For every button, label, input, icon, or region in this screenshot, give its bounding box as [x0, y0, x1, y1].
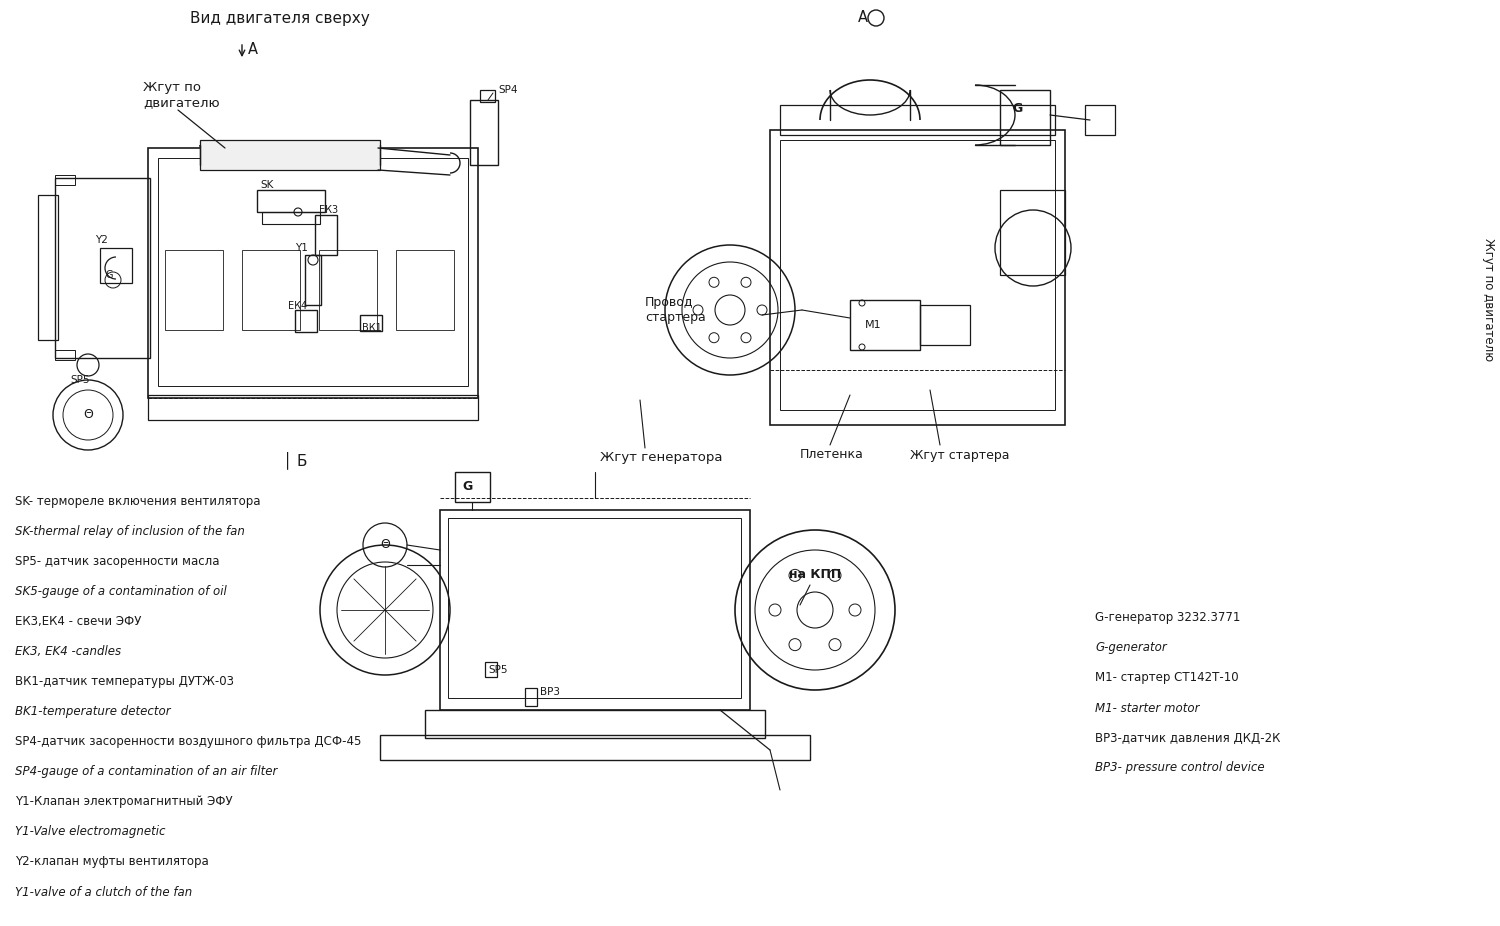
- Text: ВК1: ВК1: [362, 323, 381, 333]
- Text: Θ: Θ: [380, 539, 390, 552]
- Text: Y1: Y1: [296, 243, 307, 253]
- Bar: [454, 472, 490, 502]
- Bar: [158, 158, 468, 386]
- Text: Провод
стартера: Провод стартера: [645, 296, 705, 324]
- Bar: [242, 250, 300, 330]
- Text: ВР3-датчик давления ДКД-2К: ВР3-датчик давления ДКД-2К: [1095, 732, 1281, 745]
- Text: G: G: [462, 481, 472, 494]
- Text: Жгут генератора: Жгут генератора: [600, 452, 723, 465]
- Bar: [480, 90, 495, 102]
- Text: SP4-датчик засоренности воздушного фильтра ДСФ-45: SP4-датчик засоренности воздушного фильт…: [15, 735, 362, 748]
- Text: Вид двигателя сверху: Вид двигателя сверху: [190, 10, 370, 26]
- Text: М1- стартер СТ142Т-10: М1- стартер СТ142Т-10: [1095, 671, 1239, 684]
- Bar: [56, 350, 75, 360]
- Bar: [56, 178, 150, 358]
- Text: G-generator: G-generator: [1095, 642, 1167, 655]
- Bar: [1084, 105, 1114, 135]
- Text: М1: М1: [865, 320, 882, 330]
- Text: SK-thermal relay of inclusion of the fan: SK-thermal relay of inclusion of the fan: [15, 525, 244, 539]
- Text: G-генератор 3232.3771: G-генератор 3232.3771: [1095, 611, 1240, 624]
- Bar: [262, 212, 320, 224]
- Text: Y2-клапан муфты вентилятора: Y2-клапан муфты вентилятора: [15, 856, 208, 869]
- Bar: [100, 248, 132, 283]
- Bar: [440, 510, 750, 710]
- Text: ВР3: ВР3: [540, 687, 560, 697]
- Bar: [320, 250, 376, 330]
- Text: Плетенка: Плетенка: [800, 448, 864, 461]
- Text: ЕК4: ЕК4: [288, 301, 308, 311]
- Bar: [315, 215, 338, 255]
- Text: G: G: [105, 270, 112, 280]
- Text: SP5: SP5: [488, 665, 507, 675]
- Bar: [1000, 90, 1050, 145]
- Bar: [920, 305, 970, 345]
- Text: EK3, EK4 -candles: EK3, EK4 -candles: [15, 645, 122, 658]
- Text: Y1-Valve electromagnetic: Y1-Valve electromagnetic: [15, 825, 165, 839]
- Bar: [470, 100, 498, 165]
- Text: ВК1-датчик температуры ДУТЖ-03: ВК1-датчик температуры ДУТЖ-03: [15, 675, 234, 689]
- Bar: [850, 300, 920, 350]
- Text: Жгут стартера: Жгут стартера: [910, 448, 1010, 461]
- Bar: [525, 688, 537, 706]
- Text: SP4-gauge of a contamination of an air filter: SP4-gauge of a contamination of an air f…: [15, 766, 278, 779]
- Text: BP3- pressure control device: BP3- pressure control device: [1095, 761, 1264, 774]
- Bar: [484, 662, 496, 677]
- Text: SK- термореле включения вентилятора: SK- термореле включения вентилятора: [15, 495, 261, 508]
- Bar: [448, 518, 741, 698]
- Text: ЕК3,ЕК4 - свечи ЭФУ: ЕК3,ЕК4 - свечи ЭФУ: [15, 616, 141, 629]
- Text: Жгут по
двигателю: Жгут по двигателю: [142, 81, 219, 109]
- Bar: [148, 395, 478, 420]
- Text: Y1-valve of a clutch of the fan: Y1-valve of a clutch of the fan: [15, 885, 192, 898]
- Text: SP4: SP4: [498, 85, 517, 95]
- Bar: [165, 250, 224, 330]
- Bar: [1000, 190, 1065, 275]
- Text: SP5: SP5: [70, 375, 90, 385]
- Bar: [780, 105, 1054, 135]
- Text: А: А: [858, 10, 868, 26]
- Bar: [380, 735, 810, 760]
- Bar: [360, 315, 382, 331]
- Text: BK1-temperature detector: BK1-temperature detector: [15, 706, 171, 719]
- Text: Y2: Y2: [94, 235, 108, 245]
- Text: Y1-Клапан электромагнитный ЭФУ: Y1-Клапан электромагнитный ЭФУ: [15, 795, 232, 808]
- Text: SK5-gauge of a contamination of oil: SK5-gauge of a contamination of oil: [15, 585, 226, 598]
- Bar: [296, 310, 316, 332]
- Bar: [770, 130, 1065, 425]
- Text: M1- starter motor: M1- starter motor: [1095, 702, 1200, 715]
- Bar: [780, 140, 1054, 410]
- Text: на КПП: на КПП: [789, 569, 842, 582]
- Bar: [256, 190, 326, 212]
- Text: SP5- датчик засоренности масла: SP5- датчик засоренности масла: [15, 556, 219, 569]
- Text: SK: SK: [260, 180, 273, 190]
- Bar: [200, 140, 380, 170]
- Text: G: G: [1013, 102, 1023, 115]
- Text: │ Б: │ Б: [282, 451, 308, 469]
- Bar: [56, 175, 75, 185]
- Bar: [396, 250, 454, 330]
- Text: А: А: [248, 43, 258, 57]
- Bar: [38, 195, 58, 340]
- Bar: [304, 255, 321, 305]
- Text: Θ: Θ: [82, 408, 93, 421]
- Text: ЕК3: ЕК3: [320, 205, 338, 215]
- Text: Жгут по двигателю: Жгут по двигателю: [1482, 238, 1494, 361]
- Bar: [424, 710, 765, 738]
- Bar: [148, 148, 478, 398]
